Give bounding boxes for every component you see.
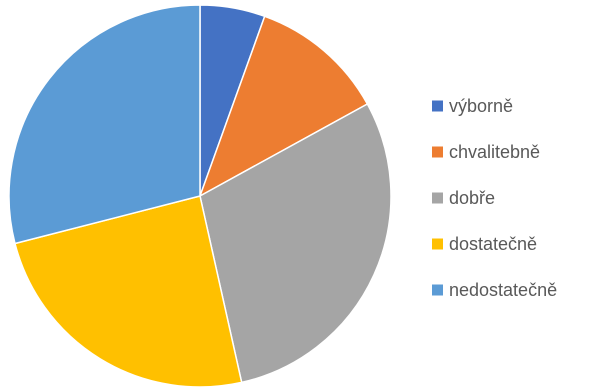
legend-swatch — [432, 284, 443, 296]
pie-slice-2 — [199, 15, 369, 197]
legend-swatch — [432, 238, 443, 250]
legend-item-2: chvalitebně — [432, 142, 540, 162]
legend: výborně chvalitebně dobře dostatečně nedosta… — [432, 96, 557, 300]
legend-label: dobře — [449, 188, 495, 208]
pie-slice-5 — [8, 4, 201, 245]
legend-item-5: nedostatečně — [432, 280, 557, 300]
pie-slices — [8, 4, 392, 387]
legend-swatch — [432, 100, 443, 112]
legend-item-3: dobře — [432, 188, 495, 208]
legend-item-4: dostatečně — [432, 234, 537, 254]
legend-label: výborně — [449, 96, 513, 116]
legend-label: chvalitebně — [449, 142, 540, 162]
legend-label: nedostatečně — [449, 280, 557, 300]
legend-swatch — [432, 146, 443, 158]
pie-slice-3 — [199, 103, 392, 384]
legend-label: dostatečně — [449, 234, 537, 254]
legend-swatch — [432, 192, 443, 204]
legend-item-1: výborně — [432, 96, 513, 116]
